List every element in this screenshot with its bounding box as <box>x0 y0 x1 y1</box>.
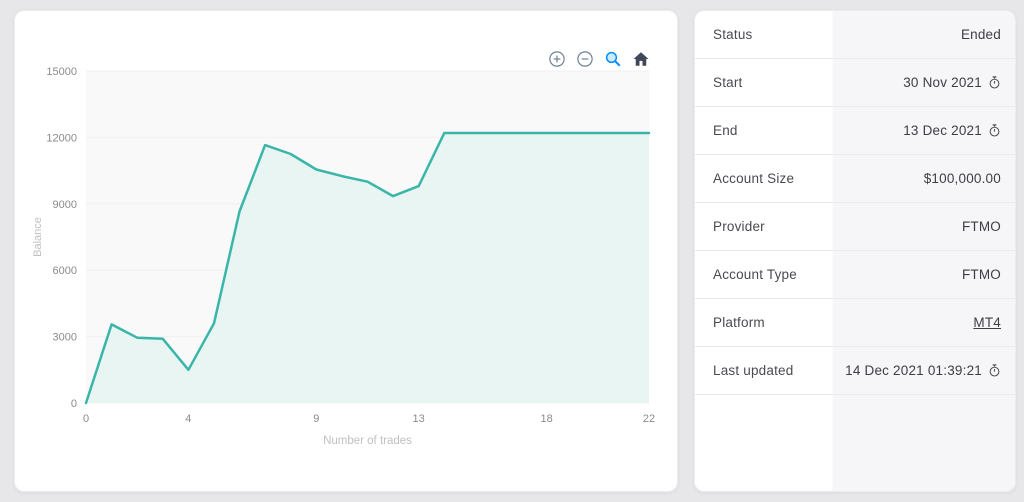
row-label: Account Type <box>713 267 797 282</box>
y-tick-label: 3000 <box>53 332 77 344</box>
row-value: 13 Dec 2021 <box>903 123 982 138</box>
detail-row: Status Ended <box>695 11 1015 59</box>
account-details-card: Status Ended Start 30 Nov 2021 End 13 De… <box>694 10 1016 492</box>
clock-icon <box>988 364 1001 377</box>
row-value: FTMO <box>961 219 1001 234</box>
clock-icon <box>988 124 1001 137</box>
x-tick-label: 22 <box>643 413 655 425</box>
detail-row: Start 30 Nov 2021 <box>695 59 1015 107</box>
x-axis-title: Number of trades <box>323 435 412 447</box>
detail-value-cell: MT4 <box>833 299 1015 346</box>
home-icon[interactable] <box>631 49 651 69</box>
area-fill <box>86 133 649 403</box>
chart-toolbar <box>547 49 651 69</box>
details-rows: Status Ended Start 30 Nov 2021 End 13 De… <box>695 11 1015 395</box>
detail-row: Provider FTMO <box>695 203 1015 251</box>
row-label: End <box>713 123 738 138</box>
clock-icon <box>988 76 1001 89</box>
detail-value-cell: FTMO <box>833 251 1015 298</box>
x-tick-label: 18 <box>541 413 553 425</box>
detail-row: Platform MT4 <box>695 299 1015 347</box>
y-tick-label: 9000 <box>53 199 77 211</box>
detail-row: Account Type FTMO <box>695 251 1015 299</box>
row-value[interactable]: MT4 <box>973 315 1001 330</box>
balance-chart-card: 0 3000 6000 9000 12000 15000 0 4 9 13 18 22 Balance N… <box>14 10 678 492</box>
detail-value-cell: 13 Dec 2021 <box>833 107 1015 154</box>
x-tick-label: 13 <box>413 413 425 425</box>
row-value: 14 Dec 2021 01:39:21 <box>845 363 982 378</box>
balance-area-chart[interactable]: 0 3000 6000 9000 12000 15000 0 4 9 13 18 22 Balance N… <box>15 11 677 491</box>
detail-value-cell: 14 Dec 2021 01:39:21 <box>833 347 1015 394</box>
y-tick-label: 0 <box>71 398 77 410</box>
x-tick-label: 4 <box>185 413 191 425</box>
selection-zoom-icon[interactable] <box>603 49 623 69</box>
row-value: 30 Nov 2021 <box>903 75 982 90</box>
row-label: Last updated <box>713 363 794 378</box>
detail-row: End 13 Dec 2021 <box>695 107 1015 155</box>
row-label: Account Size <box>713 171 795 186</box>
balance-line <box>84 131 651 405</box>
row-label: Start <box>713 75 743 90</box>
zoom-out-icon[interactable] <box>575 49 595 69</box>
detail-value-cell: $100,000.00 <box>833 155 1015 202</box>
y-tick-label: 12000 <box>46 132 77 144</box>
detail-value-cell: Ended <box>833 11 1015 58</box>
row-value: Ended <box>960 27 1001 42</box>
zoom-in-icon[interactable] <box>547 49 567 69</box>
y-axis-title: Balance <box>32 217 44 257</box>
row-value: $100,000.00 <box>923 171 1001 186</box>
x-tick-label: 0 <box>83 413 89 425</box>
row-label: Status <box>713 27 753 42</box>
y-tick-label: 6000 <box>53 265 77 277</box>
row-label: Platform <box>713 315 765 330</box>
detail-row: Last updated 14 Dec 2021 01:39:21 <box>695 347 1015 395</box>
detail-row: Account Size $100,000.00 <box>695 155 1015 203</box>
detail-value-cell: 30 Nov 2021 <box>833 59 1015 106</box>
row-value: FTMO <box>961 267 1001 282</box>
y-tick-label: 15000 <box>46 66 77 78</box>
x-tick-label: 9 <box>313 413 319 425</box>
detail-value-cell: FTMO <box>833 203 1015 250</box>
row-label: Provider <box>713 219 765 234</box>
